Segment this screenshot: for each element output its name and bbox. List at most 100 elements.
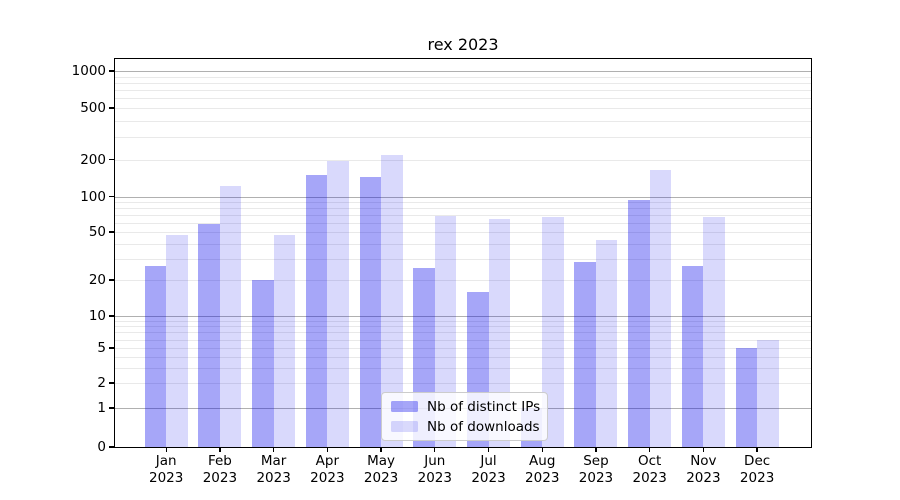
x-tick-label: Jun 2023 [417,453,452,486]
bar-downloads-dec [757,339,779,447]
bar-downloads-jun [434,216,457,447]
bar-downloads-may [381,155,403,447]
x-tick-mark [326,447,329,452]
legend-item-downloads: Nb of downloads [391,418,540,435]
y-tick-label: 100 [80,188,106,205]
y-tick-label: 0 [97,439,106,455]
x-tick-label: Jan 2023 [149,453,184,486]
gridline-major [115,316,811,318]
bar-downloads-jul [488,219,511,447]
x-tick-mark [595,447,597,452]
bar-ips-mar [252,280,274,447]
y-tick-mark [109,158,115,161]
gridline-minor [115,136,811,138]
y-tick-mark [109,279,115,281]
bar-ips-apr [305,174,328,447]
legend-swatch-downloads [391,421,418,432]
gridline-minor [115,207,811,209]
bar-downloads-sep [595,239,618,447]
gridline-minor [115,258,811,260]
gridline-minor [115,76,811,78]
gridline-minor [115,383,811,384]
y-tick-mark [109,347,115,349]
bar-downloads-oct [649,170,672,447]
gridline-minor [115,367,811,369]
y-tick-label: 1 [97,400,106,416]
legend-item-ips: Nb of distinct IPs [391,398,541,415]
bar-ips-may [359,177,382,447]
bar-downloads-mar [273,235,296,447]
gridline-minor [115,232,811,233]
x-tick-label: Nov 2023 [686,453,721,486]
x-tick-mark [487,447,490,452]
gridline-minor [115,243,811,245]
bar-downloads-apr [327,160,349,447]
x-tick-mark [165,447,167,452]
gridline-minor [115,98,811,100]
bar-ips-oct [628,199,650,447]
gridline-minor [115,159,811,161]
gridline-minor [115,82,811,84]
gridline-minor [115,108,811,109]
y-tick-mark [109,231,115,233]
x-tick-mark [434,447,436,452]
bar-downloads-jan [166,235,188,447]
bar-ips-nov [681,266,704,447]
x-tick-mark [702,447,705,452]
gridline-minor [115,326,811,328]
bar-ips-sep [574,262,596,447]
legend-label-downloads: Nb of downloads [427,418,540,435]
legend-label-ips: Nb of distinct IPs [427,398,541,415]
x-tick-mark [756,447,758,452]
y-tick-label: 10 [88,308,106,324]
y-tick-label: 2 [97,375,106,391]
y-tick-mark [109,107,115,109]
legend-swatch-ips [391,401,418,412]
gridline-minor [115,320,811,322]
legend: Nb of distinct IPs Nb of downloads [381,392,548,441]
y-tick-mark [109,70,115,72]
gridline-minor [115,332,811,334]
gridline-minor [115,356,811,358]
y-tick-label: 500 [80,100,106,116]
x-tick-mark [272,447,275,452]
x-tick-mark [380,447,382,452]
gridline-minor [115,348,811,349]
y-tick-mark [109,382,115,384]
gridline-major [115,196,811,198]
y-tick-label: 50 [88,224,106,240]
y-tick-label: 1000 [71,63,106,79]
gridline-minor [115,120,811,122]
plot-area [115,59,811,447]
gridline-minor [115,280,811,281]
x-tick-label: May 2023 [363,453,399,486]
y-tick-label: 5 [97,340,106,356]
bar-ips-dec [735,348,758,447]
x-tick-mark [219,447,221,452]
gridline-minor [115,201,811,203]
y-tick-label: 20 [88,272,106,288]
y-tick-mark [109,407,115,409]
x-tick-label: Sep 2023 [578,453,614,486]
bar-ips-feb [198,224,220,447]
y-tick-label: 200 [80,151,106,168]
gridline-major [115,71,811,73]
x-tick-label: Oct 2023 [632,453,667,486]
bar-downloads-nov [703,217,725,447]
y-tick-mark [109,315,115,317]
x-tick-label: Mar 2023 [256,453,291,486]
x-tick-label: Dec 2023 [739,453,775,486]
x-tick-label: Jul 2023 [471,453,506,486]
bar-downloads-feb [219,185,242,447]
x-tick-label: Apr 2023 [310,453,345,486]
gridline-minor [115,90,811,92]
x-tick-mark [541,447,543,452]
x-tick-mark [648,447,651,452]
gridline-minor [115,339,811,341]
x-tick-label: Aug 2023 [525,453,560,486]
chart-title: rex 2023 [427,35,499,54]
x-tick-label: Feb 2023 [202,453,238,486]
bar-downloads-aug [542,217,564,447]
gridline-minor [115,222,811,224]
